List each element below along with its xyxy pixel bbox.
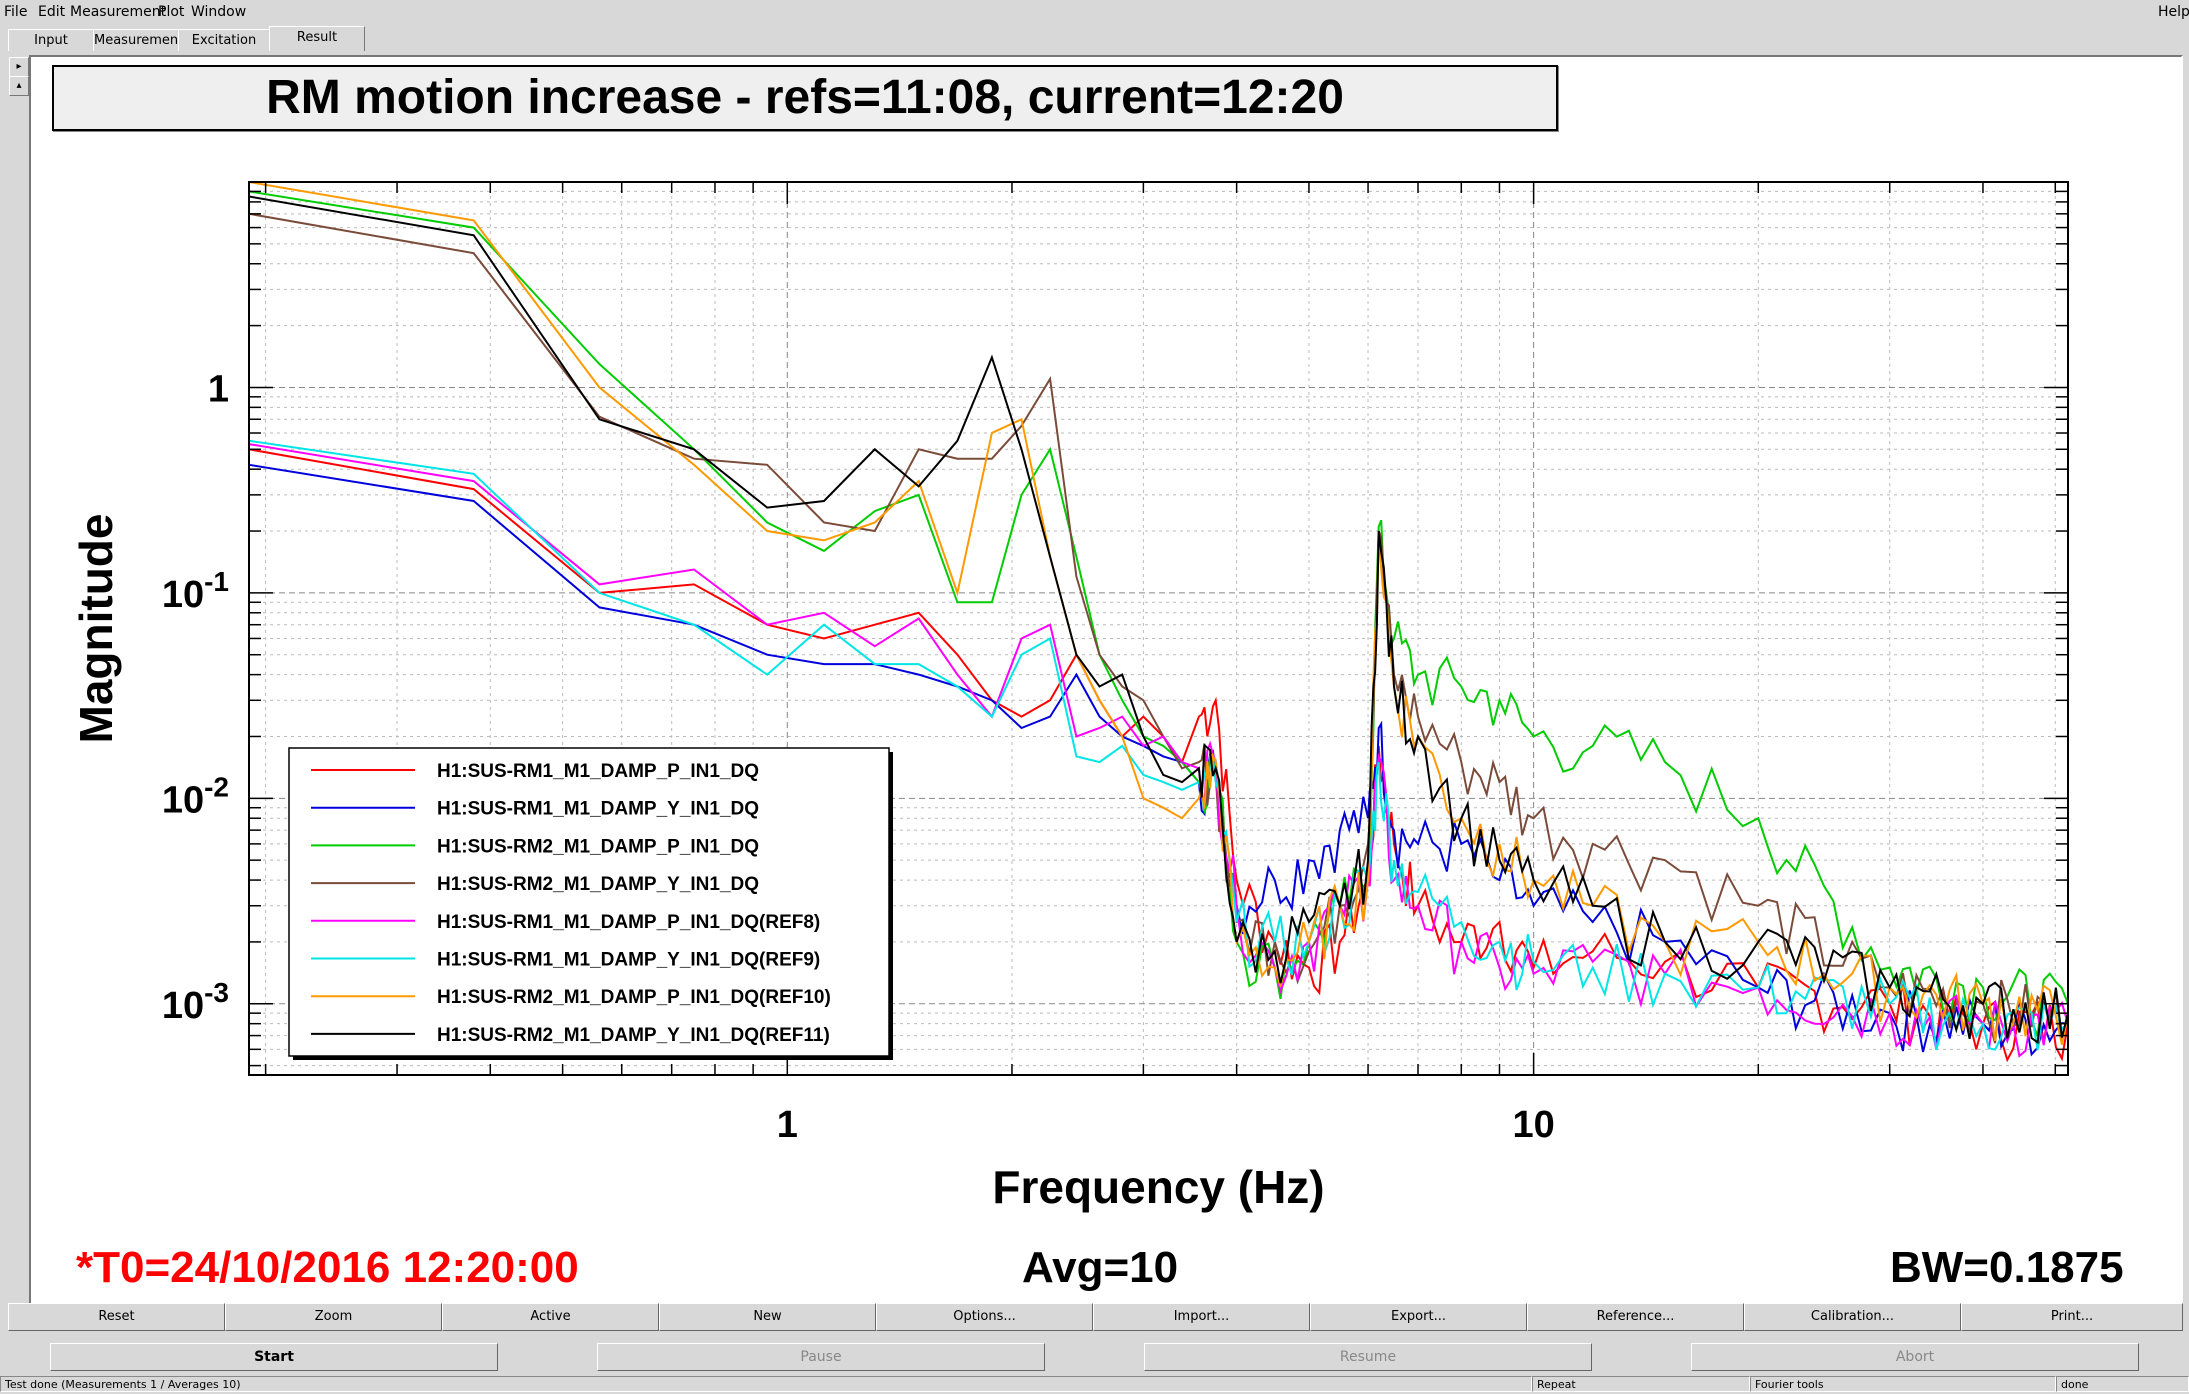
legend: H1:SUS-RM1_M1_DAMP_P_IN1_DQ H1:SUS-RM1_M1… bbox=[288, 747, 893, 1060]
menu-plot[interactable]: Plot bbox=[158, 4, 185, 20]
resume-button[interactable]: Resume bbox=[1144, 1343, 1592, 1371]
options-button[interactable]: Options... bbox=[876, 1303, 1093, 1331]
axis-ticks: 1 10 1 10-1 10-2 10-3 bbox=[162, 182, 2068, 1146]
tab-excitation[interactable]: Excitation bbox=[178, 29, 270, 51]
legend-box bbox=[288, 747, 890, 1057]
menu-edit[interactable]: Edit bbox=[38, 4, 66, 20]
chart[interactable]: 1 10 1 10-1 10-2 10-3 H1:SUS-RM1_M1_DAMP_P_IN… bbox=[0, 0, 2189, 1300]
y-tick-label: 10-3 bbox=[162, 977, 229, 1027]
status-done: done bbox=[2056, 1376, 2189, 1392]
legend-entry: H1:SUS-RM1_M1_DAMP_P_IN1_DQ bbox=[437, 761, 759, 782]
x-tick-label: 1 bbox=[777, 1104, 798, 1146]
t0-label: *T0=24/10/2016 12:20:00 bbox=[76, 1243, 579, 1292]
status-repeat: Repeat bbox=[1532, 1376, 1750, 1392]
x-axis-label: Frequency (Hz) bbox=[992, 1161, 1324, 1213]
reference-button[interactable]: Reference... bbox=[1527, 1303, 1744, 1331]
print-button[interactable]: Print... bbox=[1961, 1303, 2183, 1331]
menu-window[interactable]: Window bbox=[191, 4, 247, 20]
arrow-right-icon[interactable]: ▸ bbox=[9, 57, 29, 77]
y-tick-label: 1 bbox=[208, 368, 229, 410]
menu-help[interactable]: Help bbox=[2158, 4, 2189, 20]
legend-entry: H1:SUS-RM1_M1_DAMP_P_IN1_DQ(REF8) bbox=[437, 912, 820, 933]
tab-measurement[interactable]: Measurement bbox=[93, 29, 183, 51]
tab-bar: Input Measurement Excitation Result bbox=[0, 26, 2189, 52]
arrow-up-icon[interactable]: ▴ bbox=[9, 76, 29, 96]
bw-label: BW=0.1875 bbox=[1890, 1243, 2124, 1292]
start-button[interactable]: Start bbox=[50, 1343, 498, 1371]
legend-entry: H1:SUS-RM1_M1_DAMP_Y_IN1_DQ bbox=[437, 799, 759, 820]
calibration-button[interactable]: Calibration... bbox=[1744, 1303, 1961, 1331]
legend-entry: H1:SUS-RM2_M1_DAMP_P_IN1_DQ(REF10) bbox=[437, 987, 831, 1008]
plot-frame bbox=[248, 181, 2069, 1076]
reset-button[interactable]: Reset bbox=[8, 1303, 225, 1331]
y-axis-label: Magnitude bbox=[70, 514, 122, 744]
zoom-button[interactable]: Zoom bbox=[225, 1303, 442, 1331]
tab-input[interactable]: Input bbox=[8, 29, 94, 51]
menu-bar: File Edit Measurement Plot Window Help bbox=[0, 0, 2189, 26]
y-tick-label: 10-2 bbox=[162, 771, 229, 821]
tab-result[interactable]: Result bbox=[269, 26, 365, 51]
abort-button[interactable]: Abort bbox=[1691, 1343, 2139, 1371]
legend-entry: H1:SUS-RM1_M1_DAMP_Y_IN1_DQ(REF9) bbox=[437, 950, 820, 971]
new-button[interactable]: New bbox=[659, 1303, 876, 1331]
legend-entry: H1:SUS-RM2_M1_DAMP_Y_IN1_DQ bbox=[437, 874, 759, 895]
menu-file[interactable]: File bbox=[4, 4, 28, 20]
pause-button[interactable]: Pause bbox=[597, 1343, 1045, 1371]
menu-measurement[interactable]: Measurement bbox=[70, 4, 167, 20]
plot-title-box: RM motion increase - refs=11:08, current… bbox=[52, 65, 1558, 131]
legend-entry: H1:SUS-RM2_M1_DAMP_Y_IN1_DQ(REF11) bbox=[437, 1025, 830, 1046]
status-message: Test done (Measurements 1 / Averages 10) bbox=[0, 1376, 1532, 1392]
series-line bbox=[248, 443, 2069, 1058]
active-button[interactable]: Active bbox=[442, 1303, 659, 1331]
status-fourier: Fourier tools bbox=[1750, 1376, 2056, 1392]
import-button[interactable]: Import... bbox=[1093, 1303, 1310, 1331]
y-tick-label: 10-1 bbox=[162, 566, 229, 616]
series-lines bbox=[248, 181, 2069, 1063]
x-tick-label: 10 bbox=[1512, 1104, 1554, 1146]
legend-entry: H1:SUS-RM2_M1_DAMP_P_IN1_DQ bbox=[437, 836, 759, 857]
plot-title: RM motion increase - refs=11:08, current… bbox=[266, 71, 1344, 124]
export-button[interactable]: Export... bbox=[1310, 1303, 1527, 1331]
avg-label: Avg=10 bbox=[1022, 1243, 1179, 1292]
series-line bbox=[248, 195, 2069, 1045]
status-bar: Test done (Measurements 1 / Averages 10)… bbox=[0, 1374, 2189, 1394]
